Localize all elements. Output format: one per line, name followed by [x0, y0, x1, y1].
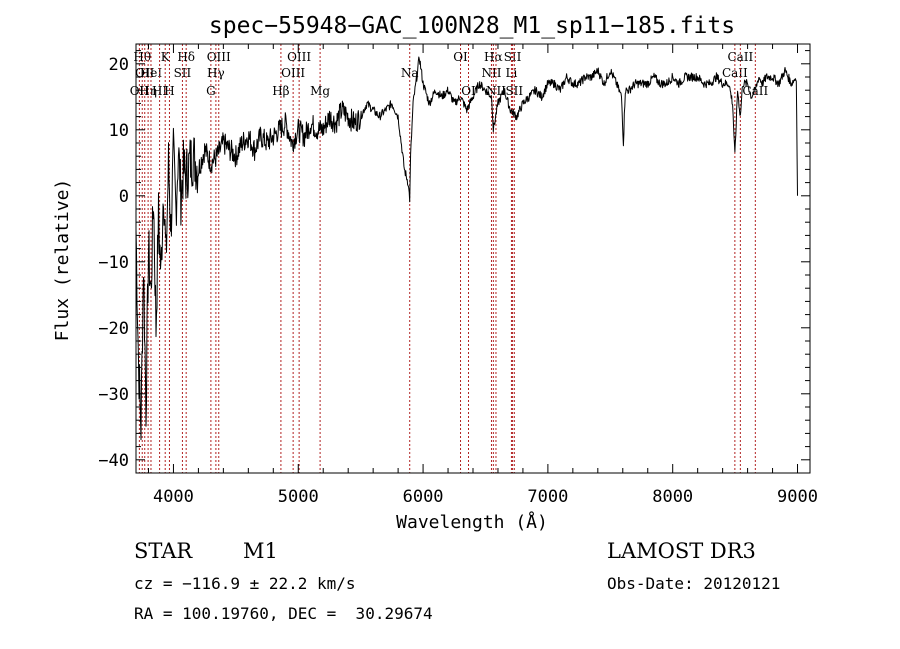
- line-label: OI: [453, 50, 468, 64]
- flux-series-line: [135, 56, 798, 441]
- line-label: Li: [506, 66, 518, 80]
- line-label: OII: [130, 84, 150, 98]
- y-tick-label: 10: [109, 121, 129, 141]
- line-label: OIII: [281, 66, 305, 80]
- line-label: Hβ: [272, 84, 289, 98]
- y-tick-label: −30: [98, 385, 129, 405]
- chart-title: spec−55948−GAC_100N28_M1_sp11−185.fits: [209, 13, 735, 39]
- line-label: HI: [152, 84, 167, 98]
- line-label: HeI: [140, 66, 163, 80]
- object-class: STAR: [134, 539, 193, 563]
- line-label: G: [206, 84, 216, 98]
- line-label: Hη: [139, 84, 157, 98]
- line-label: CaII: [722, 66, 748, 80]
- line-label: Hα: [484, 50, 503, 64]
- line-label: Hγ: [207, 66, 225, 80]
- y-tick-label: 20: [109, 55, 129, 75]
- flux-series-layer: [135, 56, 798, 441]
- observation-date: Obs-Date: 20120121: [607, 574, 781, 593]
- line-label: Hδ: [177, 50, 195, 64]
- survey-name: LAMOST DR3: [607, 539, 756, 563]
- x-tick-label: 8000: [652, 487, 693, 507]
- line-label: Mg: [310, 84, 330, 98]
- line-label: Hθ: [133, 50, 151, 64]
- x-tick-label: 4000: [153, 487, 194, 507]
- line-label: Na: [401, 66, 419, 80]
- object-subclass: M1: [243, 539, 278, 563]
- y-tick-label: 0: [119, 187, 129, 207]
- x-tick-label: 6000: [403, 487, 444, 507]
- line-label: OI: [461, 84, 476, 98]
- y-tick-label: −10: [98, 253, 129, 273]
- line-label: SII: [504, 50, 522, 64]
- line-label: OIII: [207, 50, 231, 64]
- x-axis-label: Wavelength (Å): [396, 511, 548, 533]
- y-tick-label: −20: [98, 319, 129, 339]
- line-label: NII: [481, 66, 501, 80]
- x-tick-label: 9000: [777, 487, 818, 507]
- axis-ticks: 4000 5000 6000 7000 8000 9000 20 10 0 −10 −20 −30 −4…: [98, 44, 818, 507]
- line-label: H: [164, 84, 174, 98]
- y-tick-label: −40: [98, 451, 129, 471]
- line-label: K: [161, 50, 171, 64]
- x-tick-label: 5000: [278, 487, 319, 507]
- emission-line-markers: OIIHθOIIHηHeIHIKHSIIHδGHγOIIIHβOIIIOIIIM…: [130, 44, 768, 473]
- line-label: CaII: [727, 50, 753, 64]
- line-label: SII: [174, 66, 192, 80]
- line-label: OIII: [287, 50, 311, 64]
- line-label: SII: [505, 84, 523, 98]
- plot-frame: [135, 43, 811, 474]
- x-tick-label: 7000: [527, 487, 568, 507]
- sky-coordinates: RA = 100.19760, DEC = 30.29674: [134, 604, 433, 623]
- y-axis-label: Flux (relative): [52, 179, 73, 342]
- radial-velocity: cz = −116.9 ± 22.2 km/s: [134, 574, 356, 593]
